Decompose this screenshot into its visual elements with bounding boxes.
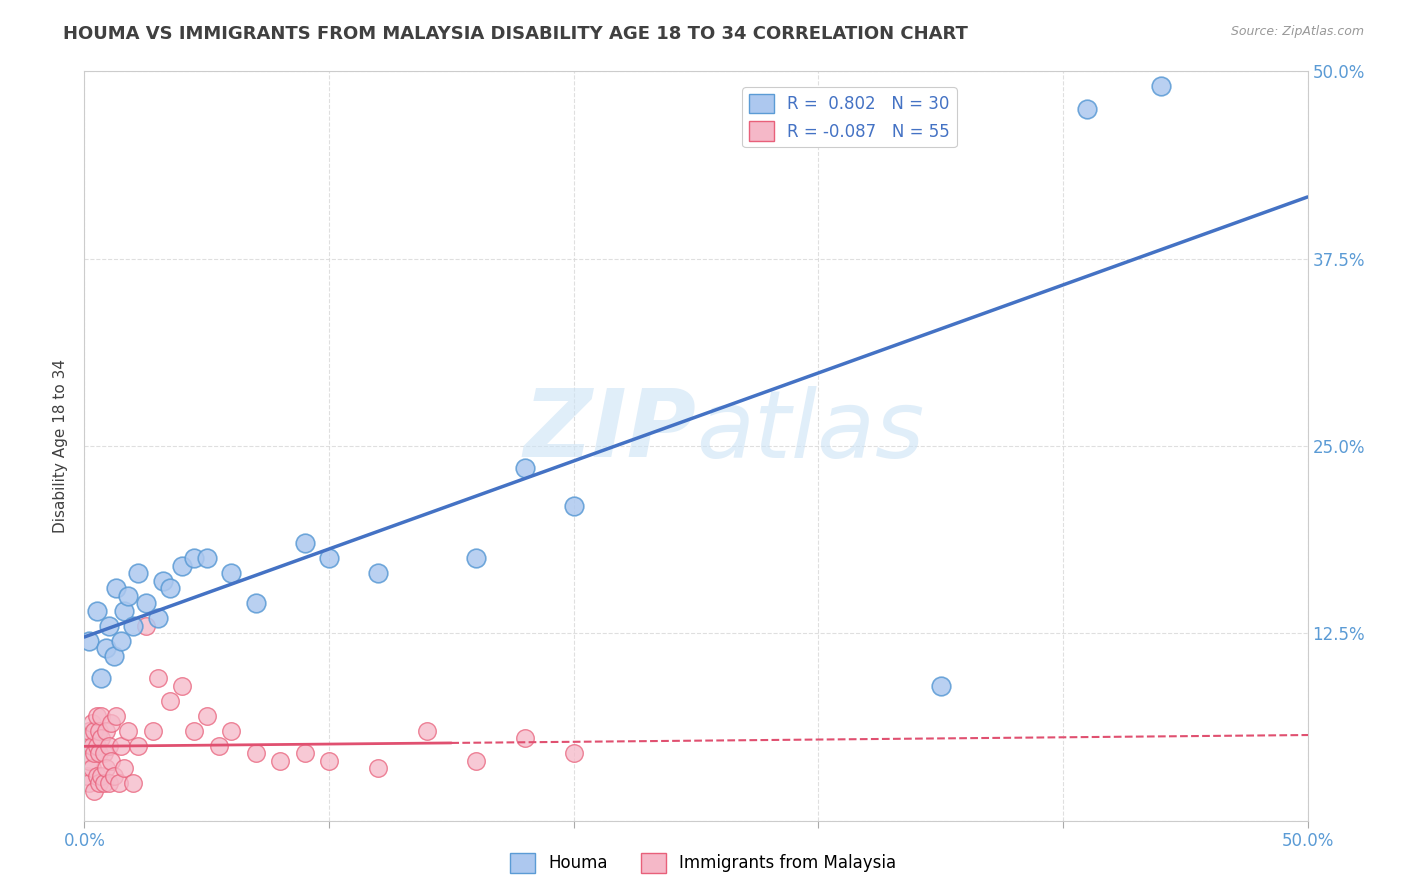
Point xyxy=(97,739,120,753)
Point xyxy=(172,679,194,693)
Point xyxy=(97,619,120,633)
Point xyxy=(416,723,439,738)
Point xyxy=(318,551,340,566)
Point xyxy=(135,619,157,633)
Point xyxy=(146,671,169,685)
Point xyxy=(90,769,112,783)
Point xyxy=(83,746,105,760)
Point xyxy=(80,739,103,753)
Point xyxy=(245,596,267,610)
Point xyxy=(135,596,157,610)
Point xyxy=(107,776,129,790)
Point xyxy=(77,754,100,768)
Point xyxy=(77,776,100,790)
Point xyxy=(117,589,139,603)
Point xyxy=(77,633,100,648)
Point xyxy=(294,536,316,550)
Point xyxy=(77,723,100,738)
Point xyxy=(294,746,316,760)
Y-axis label: Disability Age 18 to 34: Disability Age 18 to 34 xyxy=(53,359,69,533)
Point xyxy=(76,746,98,760)
Point xyxy=(96,761,118,775)
Point xyxy=(146,611,169,625)
Point xyxy=(464,754,486,768)
Point xyxy=(159,694,181,708)
Text: atlas: atlas xyxy=(696,385,924,476)
Point xyxy=(127,739,149,753)
Point xyxy=(90,731,112,746)
Point xyxy=(219,566,242,581)
Point xyxy=(152,574,174,588)
Point xyxy=(112,604,135,618)
Point xyxy=(142,723,165,738)
Text: HOUMA VS IMMIGRANTS FROM MALAYSIA DISABILITY AGE 18 TO 34 CORRELATION CHART: HOUMA VS IMMIGRANTS FROM MALAYSIA DISABI… xyxy=(63,25,969,43)
Point xyxy=(367,761,389,775)
Point xyxy=(122,776,145,790)
Point xyxy=(172,558,194,573)
Point xyxy=(105,582,128,596)
Point xyxy=(183,551,205,566)
Point xyxy=(96,641,118,656)
Point xyxy=(219,723,242,738)
Point xyxy=(929,679,952,693)
Point xyxy=(562,746,585,760)
Point xyxy=(83,723,105,738)
Point xyxy=(127,566,149,581)
Point xyxy=(100,716,122,731)
Point xyxy=(80,761,103,775)
Point xyxy=(1076,102,1098,116)
Point xyxy=(87,746,110,760)
Point xyxy=(86,604,108,618)
Point xyxy=(117,723,139,738)
Point xyxy=(105,708,128,723)
Point xyxy=(367,566,389,581)
Point xyxy=(97,776,120,790)
Point xyxy=(83,783,105,797)
Point xyxy=(513,731,536,746)
Point xyxy=(86,708,108,723)
Legend: Houma, Immigrants from Malaysia: Houma, Immigrants from Malaysia xyxy=(503,847,903,880)
Point xyxy=(464,551,486,566)
Point xyxy=(100,754,122,768)
Text: ZIP: ZIP xyxy=(523,385,696,477)
Point xyxy=(76,731,98,746)
Point xyxy=(318,754,340,768)
Point xyxy=(122,619,145,633)
Point xyxy=(86,769,108,783)
Point xyxy=(80,716,103,731)
Point xyxy=(90,708,112,723)
Point xyxy=(562,499,585,513)
Point xyxy=(93,776,115,790)
Point xyxy=(195,551,218,566)
Point xyxy=(208,739,231,753)
Point xyxy=(183,723,205,738)
Point xyxy=(90,671,112,685)
Point xyxy=(87,776,110,790)
Legend: R =  0.802   N = 30, R = -0.087   N = 55: R = 0.802 N = 30, R = -0.087 N = 55 xyxy=(742,87,956,147)
Point xyxy=(86,739,108,753)
Point xyxy=(76,769,98,783)
Point xyxy=(112,761,135,775)
Point xyxy=(96,723,118,738)
Point xyxy=(245,746,267,760)
Point xyxy=(87,723,110,738)
Point xyxy=(195,708,218,723)
Point xyxy=(269,754,291,768)
Text: Source: ZipAtlas.com: Source: ZipAtlas.com xyxy=(1230,25,1364,38)
Point xyxy=(103,769,125,783)
Point xyxy=(159,582,181,596)
Point xyxy=(513,461,536,475)
Point xyxy=(93,746,115,760)
Point xyxy=(110,633,132,648)
Point xyxy=(110,739,132,753)
Point xyxy=(103,648,125,663)
Point xyxy=(1150,79,1173,94)
